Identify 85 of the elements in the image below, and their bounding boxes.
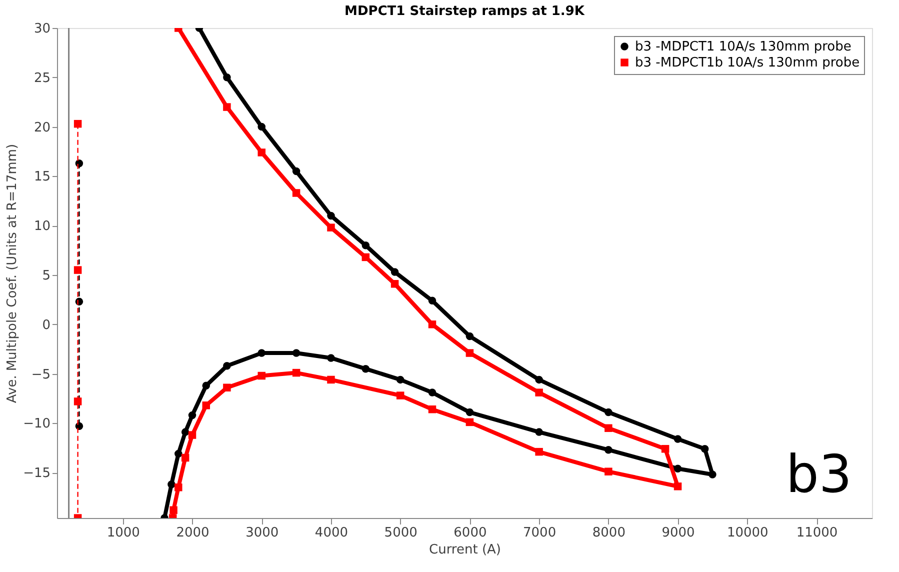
point	[428, 296, 436, 305]
point	[604, 408, 612, 416]
point	[535, 428, 543, 436]
x-tick-label: 3000	[246, 526, 279, 540]
point	[604, 446, 612, 454]
point	[390, 268, 399, 276]
point	[535, 448, 543, 456]
x-tick-label: 5000	[384, 526, 418, 540]
point	[327, 212, 335, 220]
point	[466, 349, 474, 357]
x-tick-label: 6000	[454, 526, 487, 540]
point	[604, 468, 612, 476]
x-axis-title: Current (A)	[429, 542, 501, 558]
y-tick-label: 15	[34, 170, 50, 185]
point	[428, 388, 436, 396]
point	[223, 384, 231, 392]
point	[258, 148, 266, 156]
point	[674, 435, 682, 443]
point	[202, 402, 210, 410]
point	[604, 424, 612, 432]
y-tick-label: 10	[34, 219, 50, 234]
annotation: b3	[786, 445, 852, 505]
chart-title: MDPCT1 Stairstep ramps at 1.9K	[344, 4, 586, 19]
y-tick-label: −5	[31, 367, 50, 382]
y-tick-label: −10	[23, 416, 50, 432]
point	[396, 376, 404, 384]
point	[661, 444, 670, 453]
point	[168, 480, 176, 488]
point	[674, 464, 682, 472]
y-tick-label: 20	[34, 120, 50, 136]
y-axis-title: Ave. Multipole Coef. (Units at R=17mm)	[5, 144, 20, 404]
point	[188, 431, 196, 439]
point	[188, 411, 196, 420]
point	[223, 103, 231, 111]
point	[466, 408, 474, 416]
point	[466, 332, 474, 340]
point	[327, 354, 335, 362]
point	[258, 122, 266, 131]
point	[258, 349, 266, 357]
y-tick-label: 0	[42, 318, 50, 333]
point	[327, 376, 335, 384]
point	[181, 428, 190, 436]
point	[174, 484, 182, 492]
point	[170, 506, 178, 514]
point	[292, 189, 300, 197]
point	[535, 388, 543, 396]
point	[223, 74, 231, 82]
point	[674, 482, 682, 490]
point	[181, 454, 190, 462]
point	[327, 224, 335, 232]
x-tick-label: 2000	[176, 526, 210, 540]
point	[428, 320, 436, 328]
point	[292, 368, 300, 377]
point	[362, 253, 370, 262]
y-tick-label: 25	[34, 70, 50, 86]
point	[396, 392, 404, 400]
point	[535, 376, 543, 384]
y-tick-label: 5	[42, 268, 50, 284]
x-tick-label: 11000	[796, 526, 838, 540]
point	[390, 280, 399, 288]
point	[292, 349, 300, 357]
legend-label: b3 -MDPCT1 10A/s 130mm probe	[635, 40, 852, 54]
point	[362, 364, 370, 373]
point	[258, 372, 266, 380]
point	[428, 405, 436, 414]
point	[362, 241, 370, 250]
point	[292, 167, 300, 176]
point	[74, 266, 82, 274]
point	[74, 120, 82, 128]
point	[700, 444, 709, 453]
y-tick-label: −15	[23, 466, 50, 482]
point	[708, 470, 716, 478]
point	[223, 362, 231, 370]
legend-label: b3 -MDPCT1b 10A/s 130mm probe	[635, 56, 860, 70]
x-tick-label: 10000	[726, 526, 768, 540]
point	[174, 450, 182, 458]
x-tick-label: 9000	[662, 526, 695, 540]
point	[74, 398, 82, 406]
x-tick-label: 8000	[592, 526, 626, 540]
x-tick-label: 7000	[523, 526, 556, 540]
point	[202, 382, 210, 390]
y-tick-label: 30	[34, 22, 50, 36]
point	[466, 418, 474, 426]
x-tick-label: 1000	[106, 526, 140, 540]
x-tick-label: 4000	[314, 526, 348, 540]
